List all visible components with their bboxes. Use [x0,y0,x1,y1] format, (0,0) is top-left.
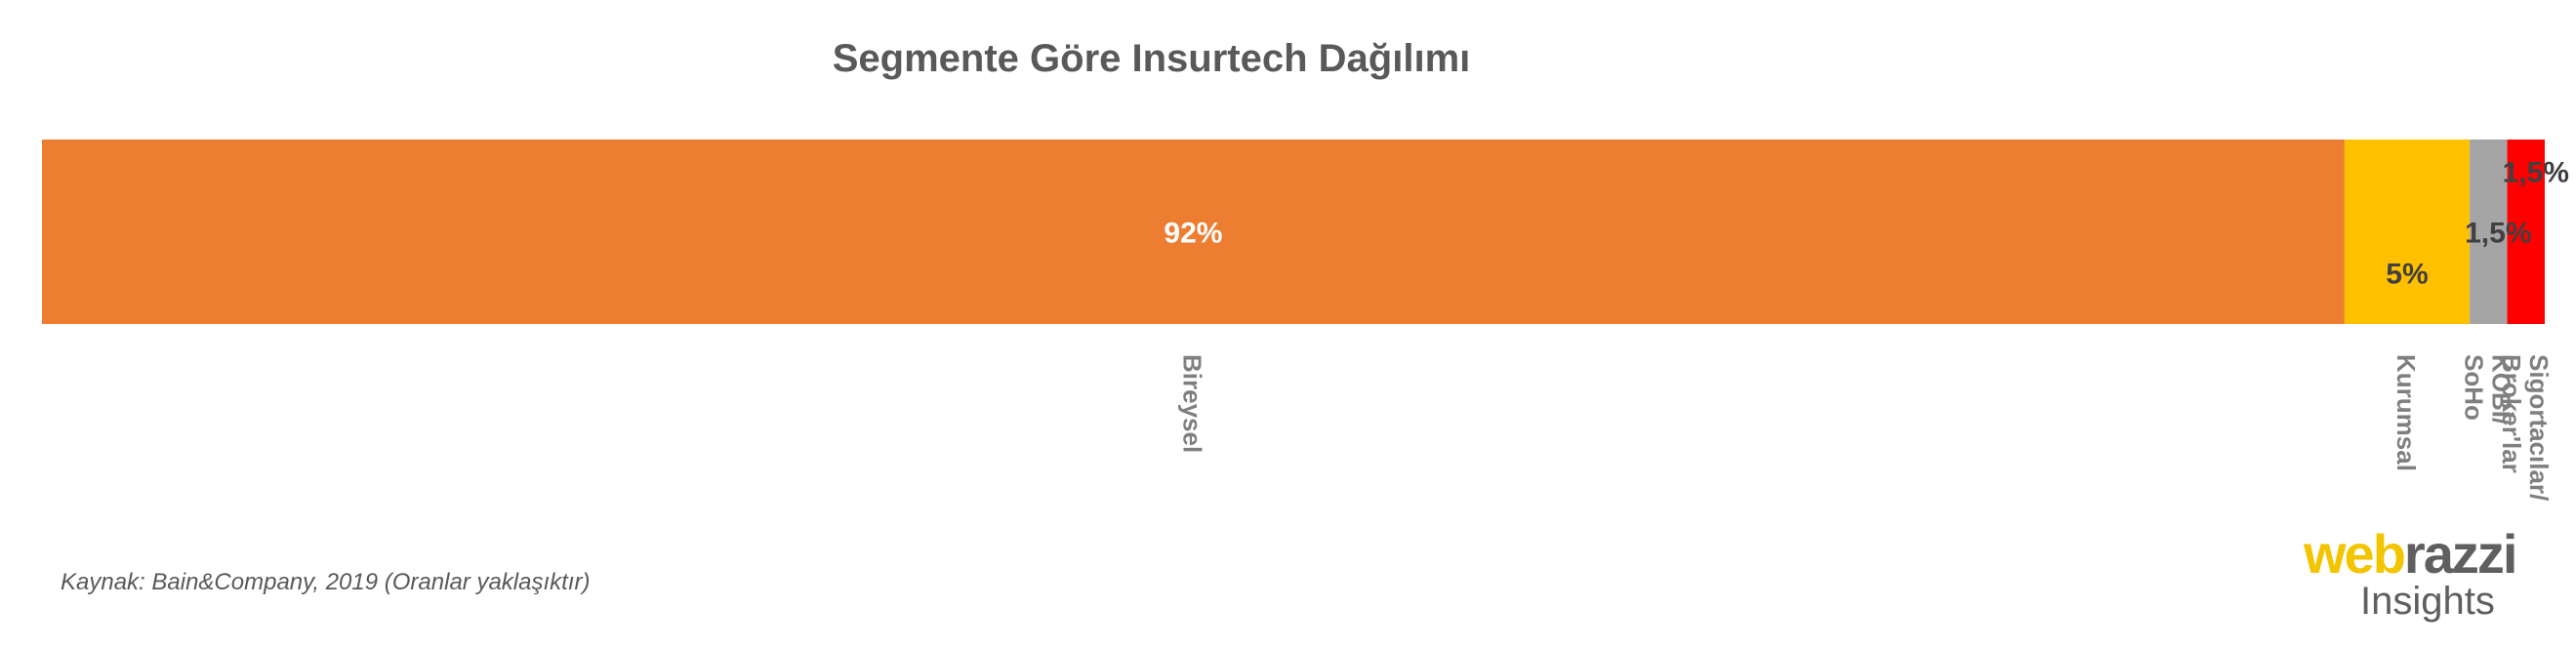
bar-segment-4 [2507,140,2545,324]
bar-segment-2 [2344,140,2471,324]
bar-segment-3 [2470,140,2508,324]
category-label-line: KOBİ/ [2486,354,2515,425]
webrazzi-insights-logo: webrazzi Insights [2304,525,2557,632]
value-label-1: 92% [1164,218,1222,250]
value-labels: 92% 5% 1,5% 1,5% [1164,157,2569,291]
category-label-3: KOBİ/SoHo [2459,354,2515,425]
category-label-line: Sigortacılar/ [2524,354,2554,501]
category-label-line: Bireysel [1177,354,1206,453]
logo-web-text: web [2304,523,2406,585]
category-label-line: Kurumsal [2392,354,2421,471]
stacked-bar [42,140,2545,324]
source-note: Kaynak: Bain&Company, 2019 (Oranlar yakl… [61,569,591,595]
value-label-4: 1,5% [2503,157,2569,189]
value-label-2: 5% [2386,259,2428,291]
chart-title: Segmente Göre Insurtech Dağılımı [832,37,1471,80]
category-label-4: Sigortacılar/Broker'lar [2497,354,2554,501]
category-label-line: SoHo [2459,354,2488,421]
logo-insights-text: Insights [2360,580,2495,623]
category-label-2: Kurumsal [2392,354,2421,471]
value-label-3: 1,5% [2465,218,2531,250]
category-labels: Bireysel Kurumsal KOBİ/SoHo Sigortacılar/Br… [1177,354,2553,501]
category-label-1: Bireysel [1177,354,1206,453]
logo-razzi-text: razzi [2403,523,2517,585]
bar-segment-1 [42,140,2345,324]
category-label-line: Broker'lar [2497,354,2526,473]
